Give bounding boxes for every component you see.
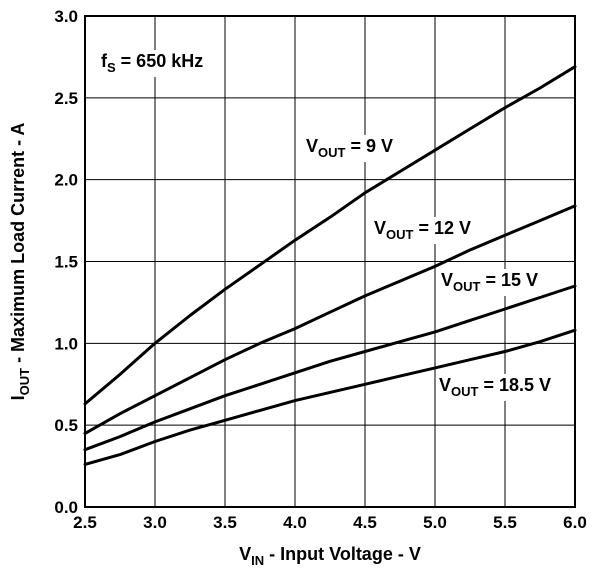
plot-frame <box>84 15 576 508</box>
x-tick-label: 3.5 <box>213 513 237 532</box>
y-tick-label: 1.5 <box>54 253 78 272</box>
series-label-9v: VOUT = 9 V <box>306 136 393 160</box>
series-line-4 <box>83 328 577 466</box>
x-tick-label: 5.0 <box>423 513 447 532</box>
x-tick-label: 3.0 <box>143 513 167 532</box>
series-line-3 <box>83 284 577 452</box>
label-background <box>371 217 475 244</box>
x-tick-label: 6.0 <box>563 513 587 532</box>
label-background <box>438 269 542 296</box>
y-axis-title: IOUT - Maximum Load Current - A <box>8 123 32 401</box>
x-tick-label: 4.5 <box>353 513 377 532</box>
series-line-1 <box>83 65 577 406</box>
label-background <box>436 374 555 401</box>
annotation-background <box>98 50 207 77</box>
y-tick-label: 0.0 <box>54 498 78 517</box>
label-background <box>98 50 207 77</box>
series-label-12v: VOUT = 12 V <box>374 218 471 242</box>
y-tick-label: 1.0 <box>54 334 78 353</box>
series-line-2 <box>83 204 577 435</box>
tick-labels: 2.5 3.0 3.5 4.0 4.5 5.0 5.5 6.0 0.0 0.5 1.0 1.5 2.0 2… <box>54 7 586 532</box>
series-label-18-5v: VOUT = 18.5 V <box>439 375 551 399</box>
grid <box>84 15 576 508</box>
y-tick-label: 3.0 <box>54 7 78 26</box>
label-background <box>303 135 396 162</box>
series-lines <box>83 65 577 466</box>
frequency-annotation: fS = 650 kHz <box>101 51 203 75</box>
y-tick-label: 0.5 <box>54 416 78 435</box>
x-tick-label: 2.5 <box>73 513 97 532</box>
y-tick-label: 2.5 <box>54 89 78 108</box>
x-axis-title: VIN - Input Voltage - V <box>239 544 421 568</box>
x-tick-label: 5.5 <box>493 513 517 532</box>
y-tick-label: 2.0 <box>54 171 78 190</box>
series-label-backgrounds <box>303 135 555 401</box>
plot-border <box>84 15 576 508</box>
x-tick-label: 4.0 <box>283 513 307 532</box>
series-label-15v: VOUT = 15 V <box>441 270 538 294</box>
